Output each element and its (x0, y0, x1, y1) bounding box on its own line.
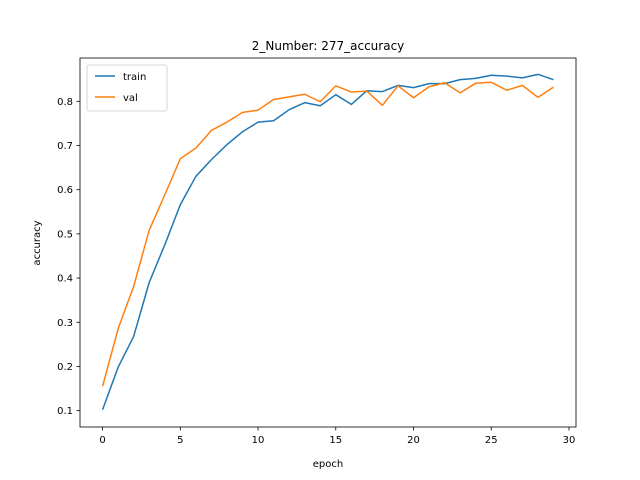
y-tick-label: 0.4 (57, 274, 73, 285)
legend-label-train: train (123, 72, 146, 83)
series-line-val (101, 81, 554, 387)
x-tick-label: 15 (329, 435, 342, 446)
chart-title: 2_Number: 277_accuracy (252, 39, 405, 53)
y-tick-label: 0.5 (57, 229, 73, 240)
series-layer (101, 73, 554, 411)
y-tick-label: 0.2 (57, 362, 73, 373)
y-tick-label: 0.1 (57, 406, 73, 417)
x-axis-label: epoch (313, 459, 343, 470)
x-tick-label: 10 (252, 435, 265, 446)
y-tick-label: 0.3 (57, 318, 73, 329)
plot-frame (79, 57, 577, 428)
y-axis-ticks: 0.1 0.2 0.3 0.4 0.5 0.6 0.7 0.8 (57, 97, 80, 417)
x-axis-ticks: 0 5 10 15 20 25 30 (99, 427, 575, 446)
x-tick-label: 0 (99, 435, 105, 446)
x-tick-label: 20 (407, 435, 420, 446)
plot-area (79, 57, 577, 428)
legend: train val (86, 64, 168, 112)
x-tick-label: 5 (177, 435, 183, 446)
legend-label-val: val (123, 93, 138, 104)
series-line-train (101, 73, 554, 411)
y-axis-label: accuracy (32, 220, 43, 265)
y-tick-label: 0.7 (57, 141, 73, 152)
x-tick-label: 25 (485, 435, 498, 446)
y-tick-label: 0.6 (57, 185, 73, 196)
x-tick-label: 30 (563, 435, 576, 446)
y-tick-label: 0.8 (57, 97, 73, 108)
